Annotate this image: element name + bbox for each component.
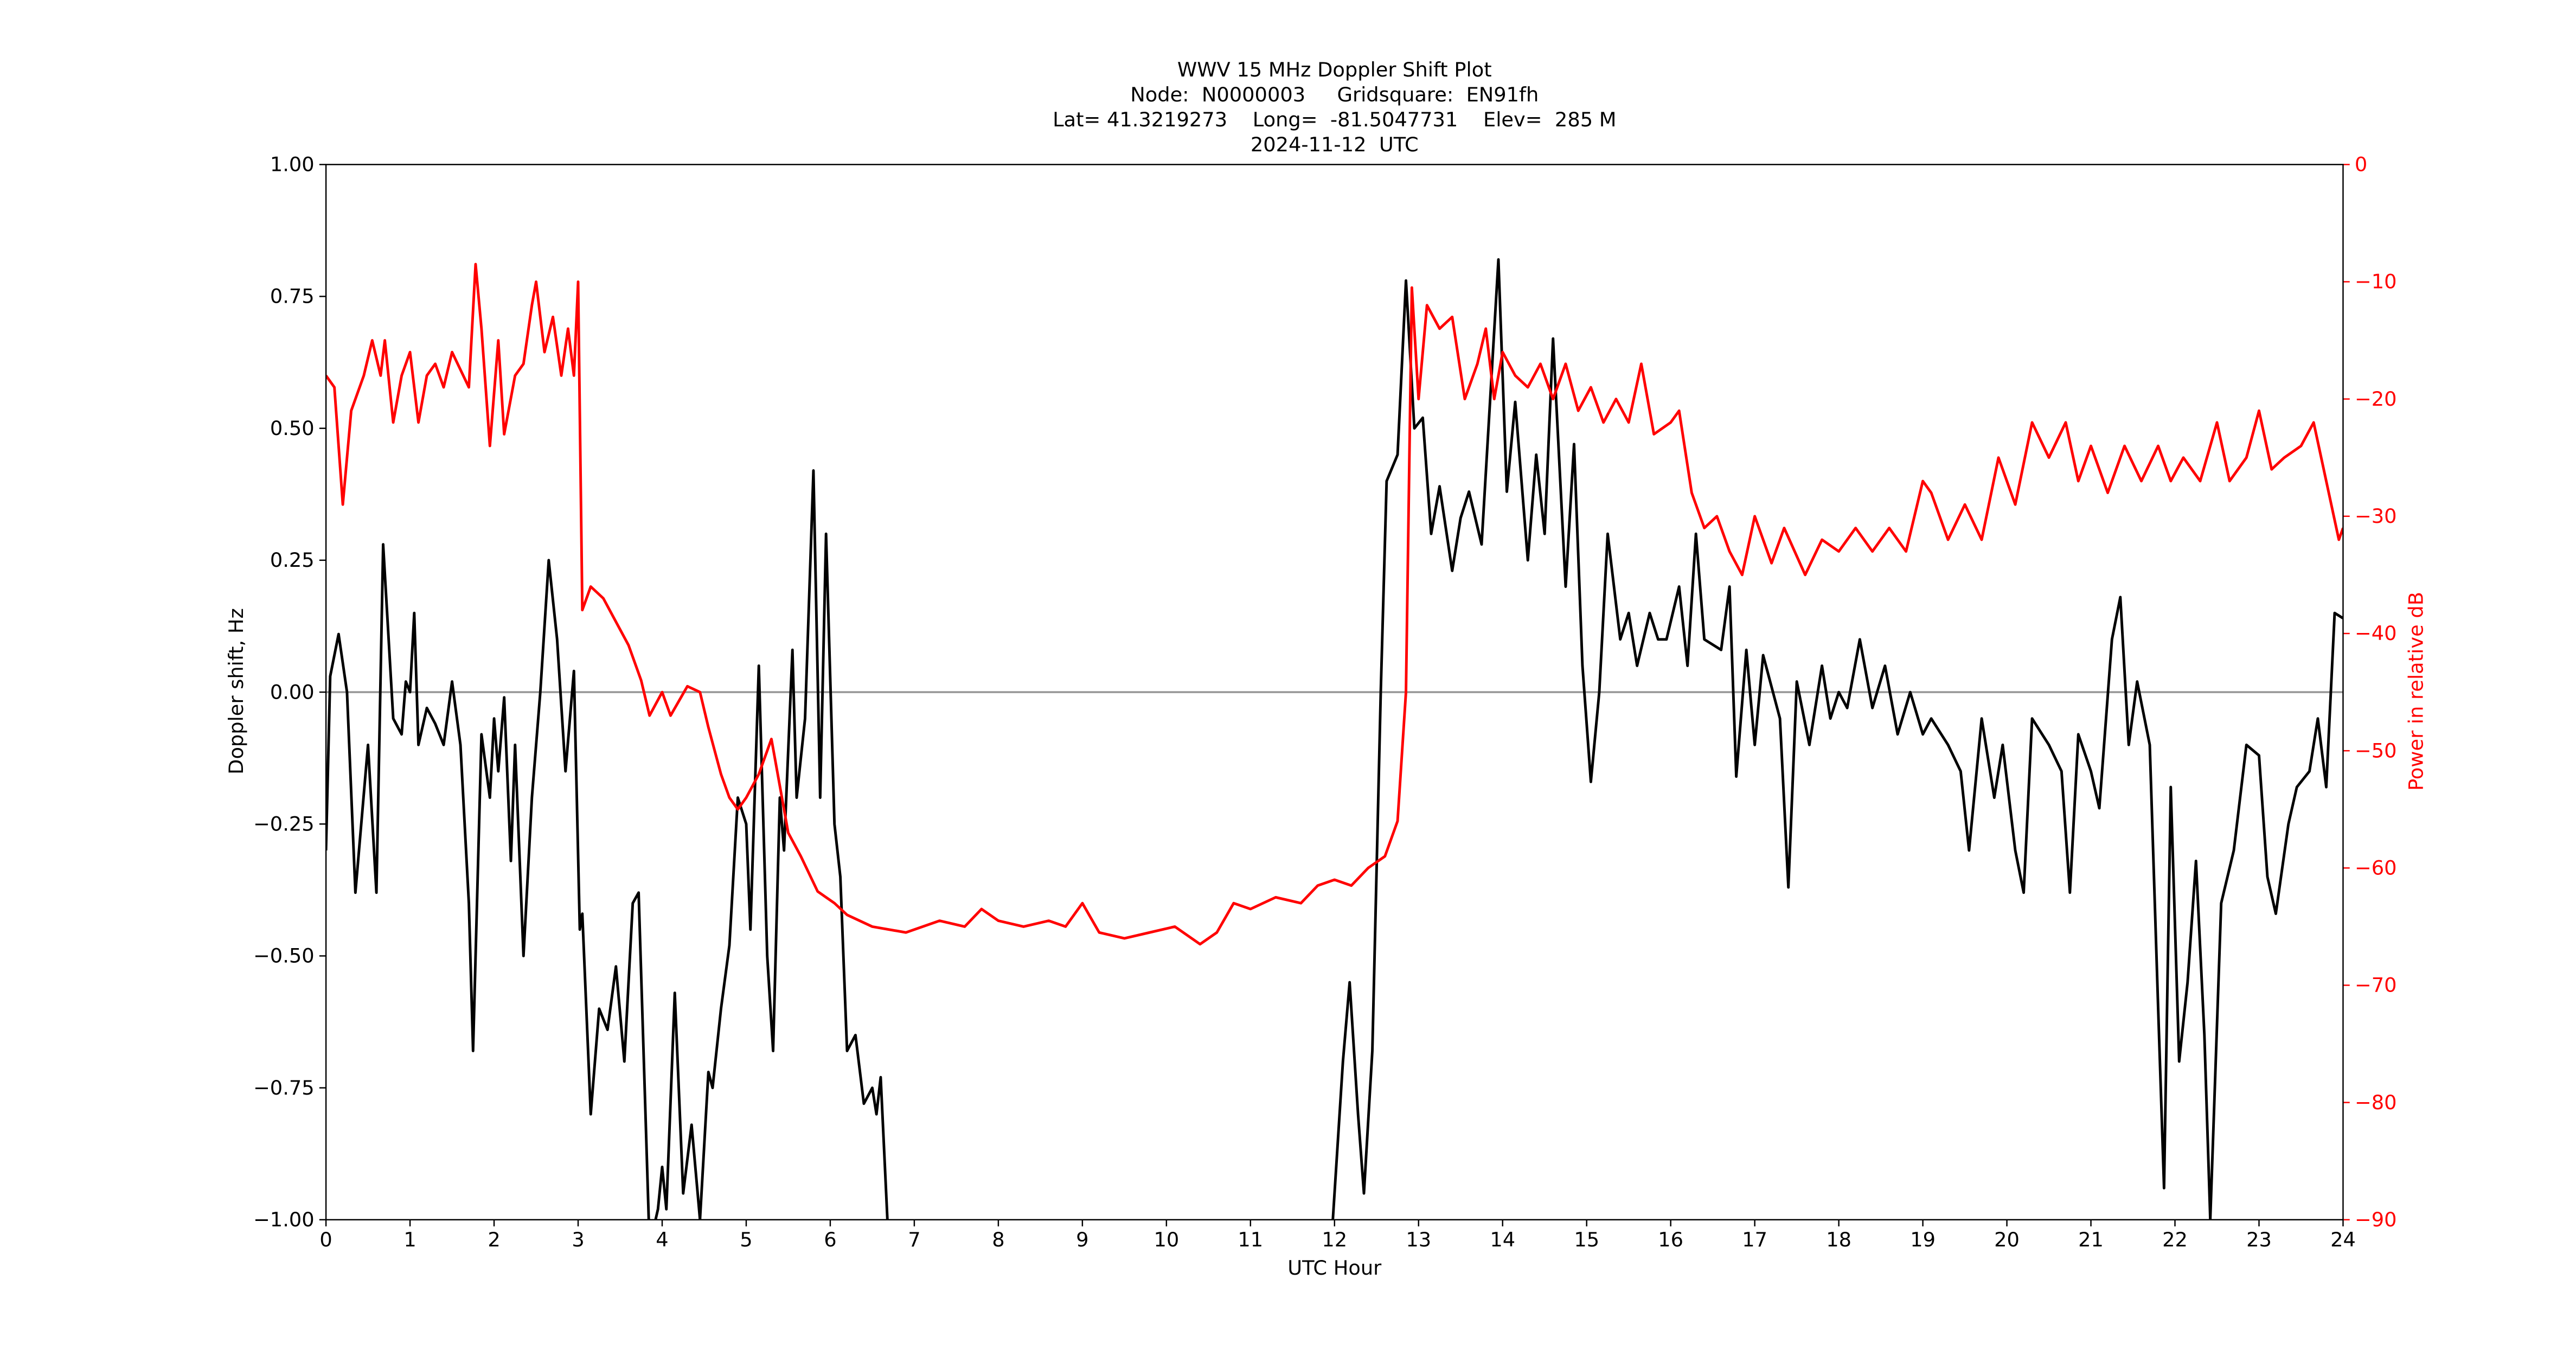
x-tick-label: 18	[1826, 1228, 1851, 1251]
x-tick-label: 5	[740, 1228, 752, 1251]
plot-frame	[325, 164, 2344, 1220]
y2-tick-label: −30	[2355, 504, 2397, 528]
x-tick-label: 15	[1574, 1228, 1599, 1251]
x-tick-label: 14	[1490, 1228, 1515, 1251]
y-tick-label: −0.25	[253, 812, 315, 835]
x-tick-label: 7	[908, 1228, 920, 1251]
x-tick-label: 1	[403, 1228, 416, 1251]
chart-title: WWV 15 MHz Doppler Shift Plot	[1177, 58, 1492, 81]
x-tick-label: 0	[319, 1228, 332, 1251]
chart-title: Lat= 41.3219273 Long= -81.5047731 Elev= …	[1053, 108, 1616, 131]
x-tick-label: 8	[992, 1228, 1004, 1251]
x-tick-label: 13	[1406, 1228, 1431, 1251]
chart-title: Node: N0000003 Gridsquare: EN91fh	[1130, 83, 1539, 106]
x-tick-label: 9	[1076, 1228, 1088, 1251]
y2-tick-label: −20	[2355, 387, 2397, 411]
x-tick-label: 3	[572, 1228, 584, 1251]
y-tick-label: −0.50	[253, 944, 315, 968]
y-tick-label: 0.75	[270, 285, 315, 308]
data-line	[326, 258, 2343, 1220]
y2-tick-label: −50	[2355, 739, 2397, 762]
x-tick-label: 16	[1658, 1228, 1683, 1251]
x-tick-label: 11	[1238, 1228, 1263, 1251]
y2-tick-label: −60	[2355, 856, 2397, 880]
y2-tick-label: −40	[2355, 622, 2397, 645]
y2-axis-label: Power in relative dB	[2405, 592, 2428, 791]
x-tick-label: 20	[1994, 1228, 2020, 1251]
y-tick-label: 0.25	[270, 548, 315, 572]
y-tick-label: 0.00	[270, 680, 315, 703]
x-tick-label: 17	[1742, 1228, 1767, 1251]
y-tick-label: 1.00	[270, 153, 315, 176]
x-tick-label: 19	[1910, 1228, 1936, 1251]
x-axis-label: UTC Hour	[1287, 1256, 1382, 1280]
x-tick-label: 2	[488, 1228, 500, 1251]
y2-tick-label: −10	[2355, 270, 2397, 293]
x-tick-label: 22	[2162, 1228, 2188, 1251]
data-line	[326, 263, 2343, 946]
x-tick-label: 10	[1154, 1228, 1179, 1251]
x-tick-label: 23	[2246, 1228, 2272, 1251]
y2-tick-label: −80	[2355, 1091, 2397, 1114]
x-tick-label: 4	[656, 1228, 668, 1251]
y2-tick-label: −70	[2355, 974, 2397, 997]
y2-tick-label: 0	[2355, 153, 2367, 176]
y-axis-label: Doppler shift, Hz	[225, 608, 248, 775]
y-tick-label: −1.00	[253, 1208, 315, 1231]
x-tick-label: 24	[2330, 1228, 2356, 1251]
x-tick-label: 21	[2078, 1228, 2104, 1251]
x-tick-label: 12	[1322, 1228, 1347, 1251]
y-tick-label: −0.75	[253, 1076, 315, 1099]
y-tick-label: 0.50	[270, 417, 315, 440]
y2-tick-label: −90	[2355, 1208, 2397, 1231]
plot-area	[326, 258, 2343, 1220]
x-tick-label: 6	[824, 1228, 836, 1251]
chart-title: 2024-11-12 UTC	[1251, 133, 1419, 156]
